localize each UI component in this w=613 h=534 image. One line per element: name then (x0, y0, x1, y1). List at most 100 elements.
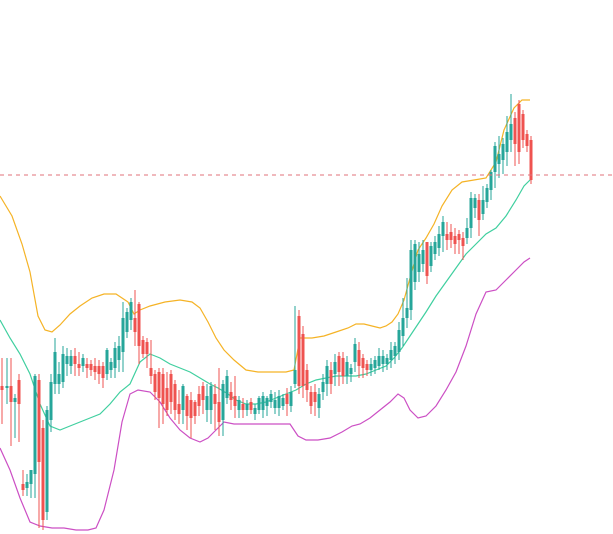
candle-body (365, 364, 369, 370)
candle (445, 222, 449, 250)
candle (509, 94, 513, 152)
candle-body (305, 370, 309, 390)
candle (317, 388, 321, 418)
candle-body (85, 364, 89, 368)
candle-body (229, 392, 233, 400)
candle-body (29, 470, 33, 484)
candle (169, 370, 173, 414)
candle-body (217, 402, 221, 422)
candle-body (293, 370, 297, 384)
candle (149, 340, 153, 384)
candle-body (57, 374, 61, 384)
candle-body (81, 358, 85, 366)
candle (73, 348, 77, 376)
candle-body (41, 428, 45, 520)
candle-body (265, 398, 269, 406)
candle-body (25, 482, 29, 488)
candle-body (105, 350, 109, 374)
candle-body (289, 392, 293, 406)
candle-body (169, 374, 173, 402)
candle (437, 226, 441, 256)
candle (145, 338, 149, 368)
candle-body (501, 144, 505, 160)
candle-body (69, 356, 73, 366)
candle-body (37, 380, 41, 462)
candle (457, 230, 461, 254)
candle-body (177, 404, 181, 414)
candle (485, 184, 489, 208)
candle (105, 348, 109, 380)
candle (469, 192, 473, 238)
candle-body (89, 364, 93, 370)
candle-body (505, 132, 509, 152)
lower-band-line (0, 257, 531, 531)
candle (309, 386, 313, 414)
candle-body (513, 118, 517, 144)
candle (301, 326, 305, 398)
candle-body (509, 124, 513, 140)
candle-body (405, 308, 409, 318)
candle-body (433, 242, 437, 254)
candle (133, 290, 137, 346)
candle (77, 352, 81, 376)
candle-body (237, 400, 241, 410)
candle-body (329, 370, 333, 384)
candle-body (361, 358, 365, 368)
candle-body (409, 250, 413, 310)
candle-body (121, 318, 125, 352)
candle (173, 380, 177, 420)
candle-body (61, 354, 65, 382)
candle-body (181, 386, 185, 410)
candle-body (373, 360, 377, 368)
candle-body (449, 232, 453, 240)
candle-body (481, 200, 485, 214)
candle-body (201, 386, 205, 400)
candle (221, 380, 225, 436)
candle (513, 112, 517, 166)
candle-body (285, 394, 289, 404)
candle-body (225, 376, 229, 398)
candle (433, 236, 437, 260)
candle (525, 130, 529, 152)
candle (185, 394, 189, 430)
candle-body (485, 188, 489, 202)
candle (101, 362, 105, 388)
candle-body (453, 236, 457, 244)
candle-body (469, 198, 473, 228)
candle-body (281, 398, 285, 406)
candle-body (21, 484, 25, 490)
candle (269, 390, 273, 408)
candle (453, 228, 457, 254)
candle-body (189, 400, 193, 418)
candle-body (401, 318, 405, 336)
candle-body (153, 374, 157, 392)
candle (25, 474, 29, 496)
candle (29, 470, 33, 498)
candle (257, 396, 261, 414)
candle (241, 398, 245, 418)
candle-body (309, 392, 313, 406)
candle (413, 240, 417, 290)
candle-body (221, 384, 225, 420)
candle-body (277, 396, 281, 408)
candle-body (465, 228, 469, 238)
candle (41, 420, 45, 530)
candle (13, 394, 17, 438)
candle-body (301, 334, 305, 386)
candle (293, 306, 297, 388)
candle (329, 362, 333, 394)
candle-body (193, 402, 197, 416)
candle-body (325, 366, 329, 384)
candle (177, 390, 181, 424)
candle (353, 338, 357, 372)
candle-body (185, 396, 189, 416)
candle-body (389, 350, 393, 360)
candle-body (529, 140, 533, 180)
candle-body (497, 154, 501, 164)
candle-body (101, 366, 105, 378)
candle (385, 354, 389, 370)
candle-body (205, 396, 209, 410)
candle-body (477, 200, 481, 220)
candle-body (357, 350, 361, 366)
